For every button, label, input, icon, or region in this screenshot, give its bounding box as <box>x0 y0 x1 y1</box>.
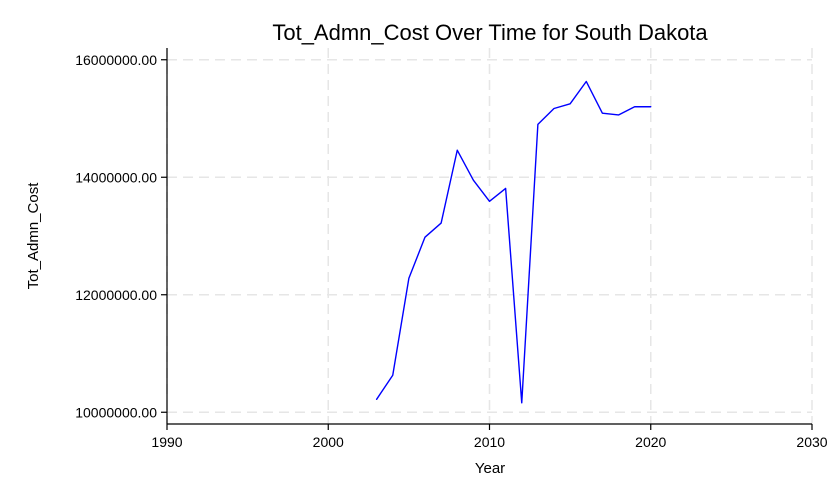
y-tick-label-3: 16000000.00 <box>75 52 157 68</box>
x-tick-label-2010: 2010 <box>474 434 505 450</box>
x-tick-label-2000: 2000 <box>313 434 344 450</box>
y-tick-label-0: 10000000.00 <box>75 404 157 420</box>
x-tick-label-1990: 1990 <box>151 434 182 450</box>
tick-labels: 1990 2000 2010 2020 2030 10000000.00 12000000.… <box>75 52 828 450</box>
chart-title: Tot_Admn_Cost Over Time for South Dakota <box>272 20 708 45</box>
x-axis-label: Year <box>475 460 505 477</box>
series-line-0 <box>375 80 652 404</box>
y-tick-label-2: 14000000.00 <box>75 169 157 185</box>
y-axis-label: Tot_Admn_Cost <box>25 182 42 290</box>
gridlines <box>166 48 813 424</box>
series-layer <box>375 80 652 404</box>
x-tick-label-2020: 2020 <box>635 434 666 450</box>
y-tick-label-1: 12000000.00 <box>75 287 157 303</box>
x-tick-label-2030: 2030 <box>796 434 827 450</box>
